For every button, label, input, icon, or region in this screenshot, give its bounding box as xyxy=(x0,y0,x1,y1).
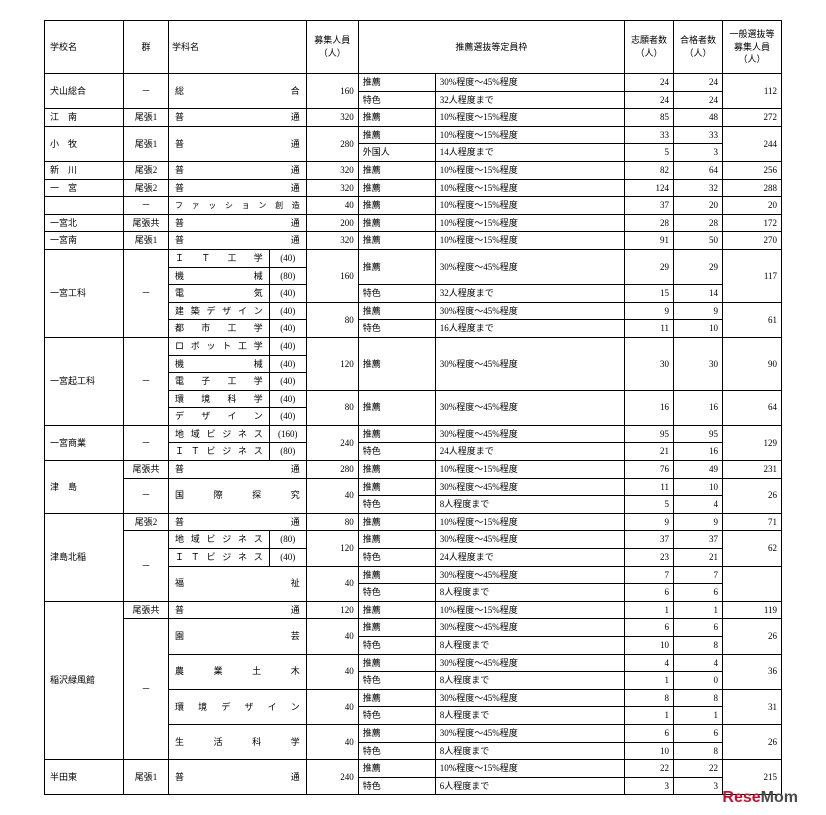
table-body: 犬山総合－総 合160推薦30%程度～45%程度2424112特色32人程度まで… xyxy=(45,74,782,795)
hdr-school: 学校名 xyxy=(45,21,124,74)
hdr-passed: 合格者数 （人） xyxy=(674,21,723,74)
hdr-applicants: 志願者数 （人） xyxy=(625,21,674,74)
hdr-general: 一般選抜等募集人員（人） xyxy=(723,21,782,74)
hdr-group: 群 xyxy=(124,21,169,74)
logo-rese: Rese xyxy=(722,789,760,806)
hdr-selection: 推薦選抜等定員枠 xyxy=(358,21,624,74)
hdr-capacity: 募集人員 （人） xyxy=(306,21,358,74)
admissions-table: 学校名 群 学科名 募集人員 （人） 推薦選抜等定員枠 志願者数 （人） 合格者… xyxy=(44,20,782,795)
hdr-dept: 学科名 xyxy=(169,21,307,74)
logo-mom: Mom xyxy=(761,789,798,806)
resemom-logo: ReseMom xyxy=(722,789,798,807)
table-header: 学校名 群 学科名 募集人員 （人） 推薦選抜等定員枠 志願者数 （人） 合格者… xyxy=(45,21,782,74)
